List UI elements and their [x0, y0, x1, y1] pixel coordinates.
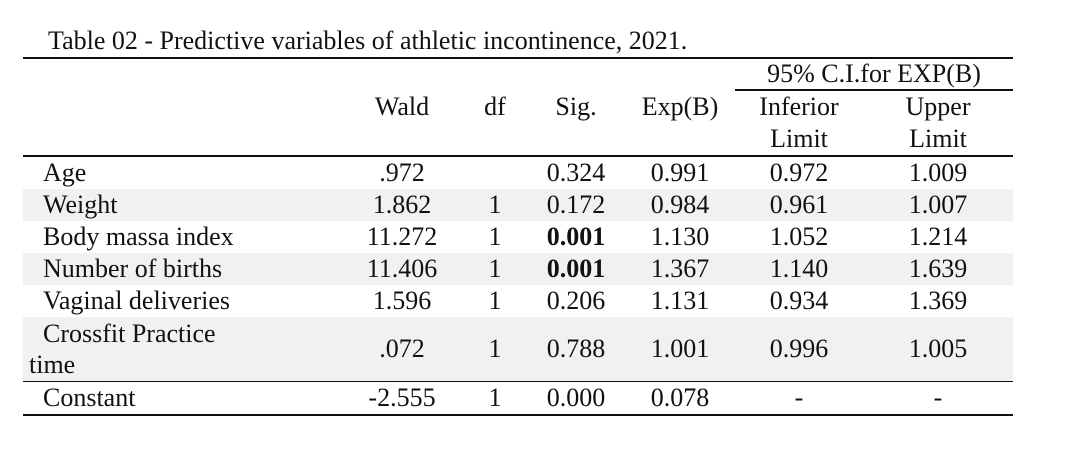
cell-inferior: 0.996	[735, 317, 863, 382]
cell-df: 1	[488, 286, 502, 315]
col-header-inferior-limit: Limit	[735, 123, 863, 157]
cell-inferior: 0.961	[735, 189, 863, 221]
cell-wald: 11.272	[366, 222, 438, 251]
table-row: Vaginal deliveries 1.596 1 0.206 1.131 0…	[23, 285, 1013, 317]
cell-inferior: -	[735, 381, 863, 416]
cell-sig: 0.172	[527, 189, 625, 221]
cell-sig: 0.001	[546, 222, 606, 251]
col-header-upper-limit: Limit	[863, 123, 1014, 157]
cell-inferior: 1.140	[735, 253, 863, 285]
col-header-df: df	[484, 91, 506, 121]
cell-wald: 11.406	[341, 253, 463, 285]
row-label: Crossfit Practice time	[23, 317, 341, 382]
table-row: Constant -2.555 1 0.000 0.078 - -	[23, 381, 1014, 416]
table-row: Number of births 11.406 1 0.001 1.367 1.…	[23, 253, 1014, 285]
header-empty-cell	[23, 57, 341, 90]
table-row: Crossfit Practice time .072 1 0.788 1.00…	[23, 317, 1014, 382]
cell-upper: 1.007	[863, 189, 1014, 221]
table-row: Age .972 0.324 0.991 0.972 1.009	[23, 156, 1013, 189]
cell-inferior: 0.934	[769, 286, 829, 315]
cell-df: 1	[463, 317, 527, 382]
cell-sig: 0.206	[546, 286, 606, 315]
row-label-line1: Crossfit Practice	[43, 319, 216, 348]
cell-upper: 1.005	[863, 317, 1014, 382]
cell-exp: 1.130	[650, 222, 710, 251]
cell-exp: 1.367	[625, 253, 735, 285]
col-header-wald: Wald	[374, 91, 430, 121]
row-label: Body massa index	[43, 222, 234, 251]
col-header-upper: Upper	[905, 92, 971, 121]
row-label: Vaginal deliveries	[43, 286, 230, 315]
cell-upper: -	[863, 381, 1014, 416]
cell-upper: 1.369	[908, 286, 968, 315]
table-row: Body massa index 11.272 1 0.001 1.130 1.…	[23, 221, 1013, 253]
cell-upper: 1.214	[908, 222, 968, 251]
cell-df: 1	[463, 189, 527, 221]
cell-inferior: 0.972	[769, 158, 829, 187]
table-caption: Table 02 - Predictive variables of athle…	[48, 26, 688, 55]
cell-df: 1	[463, 253, 527, 285]
data-table: 95% C.I.for EXP(B) Wald df Sig. Exp(B) I…	[23, 57, 1014, 416]
cell-upper: 1.639	[863, 253, 1014, 285]
row-label: Weight	[23, 189, 341, 221]
table-header: 95% C.I.for EXP(B) Wald df Sig. Exp(B) I…	[23, 57, 1014, 157]
cell-exp: 1.131	[650, 286, 710, 315]
col-header-inferior: Inferior	[759, 92, 839, 121]
cell-exp: 1.001	[625, 317, 735, 382]
cell-exp: 0.078	[625, 381, 735, 416]
col-header-sig: Sig.	[555, 91, 597, 121]
cell-sig: 0.324	[546, 158, 606, 187]
table-body: Age .972 0.324 0.991 0.972 1.009 Weight …	[23, 156, 1014, 416]
col-header-exp: Exp(B)	[641, 91, 719, 121]
cell-sig: 0.788	[527, 317, 625, 382]
cell-inferior: 1.052	[769, 222, 829, 251]
cell-wald: .972	[379, 158, 425, 187]
cell-df: 1	[463, 381, 527, 416]
cell-wald: 1.596	[372, 286, 432, 315]
cell-df: 1	[488, 222, 502, 251]
cell-sig: 0.001	[527, 253, 625, 285]
row-label-line2: time	[29, 350, 76, 379]
cell-df	[463, 156, 527, 189]
ci-group-header: 95% C.I.for EXP(B)	[735, 57, 1014, 91]
row-label: Number of births	[23, 253, 341, 285]
cell-exp: 0.984	[625, 189, 735, 221]
cell-wald: -2.555	[341, 381, 463, 416]
cell-wald: 1.862	[341, 189, 463, 221]
cell-upper: 1.009	[908, 158, 968, 187]
cell-sig: 0.000	[527, 381, 625, 416]
cell-exp: 0.991	[650, 158, 710, 187]
row-label: Constant	[23, 381, 341, 416]
cell-wald: .072	[341, 317, 463, 382]
table-row: Weight 1.862 1 0.172 0.984 0.961 1.007	[23, 189, 1014, 221]
regression-table: 95% C.I.for EXP(B) Wald df Sig. Exp(B) I…	[23, 57, 1014, 416]
row-label: Age	[43, 158, 87, 187]
